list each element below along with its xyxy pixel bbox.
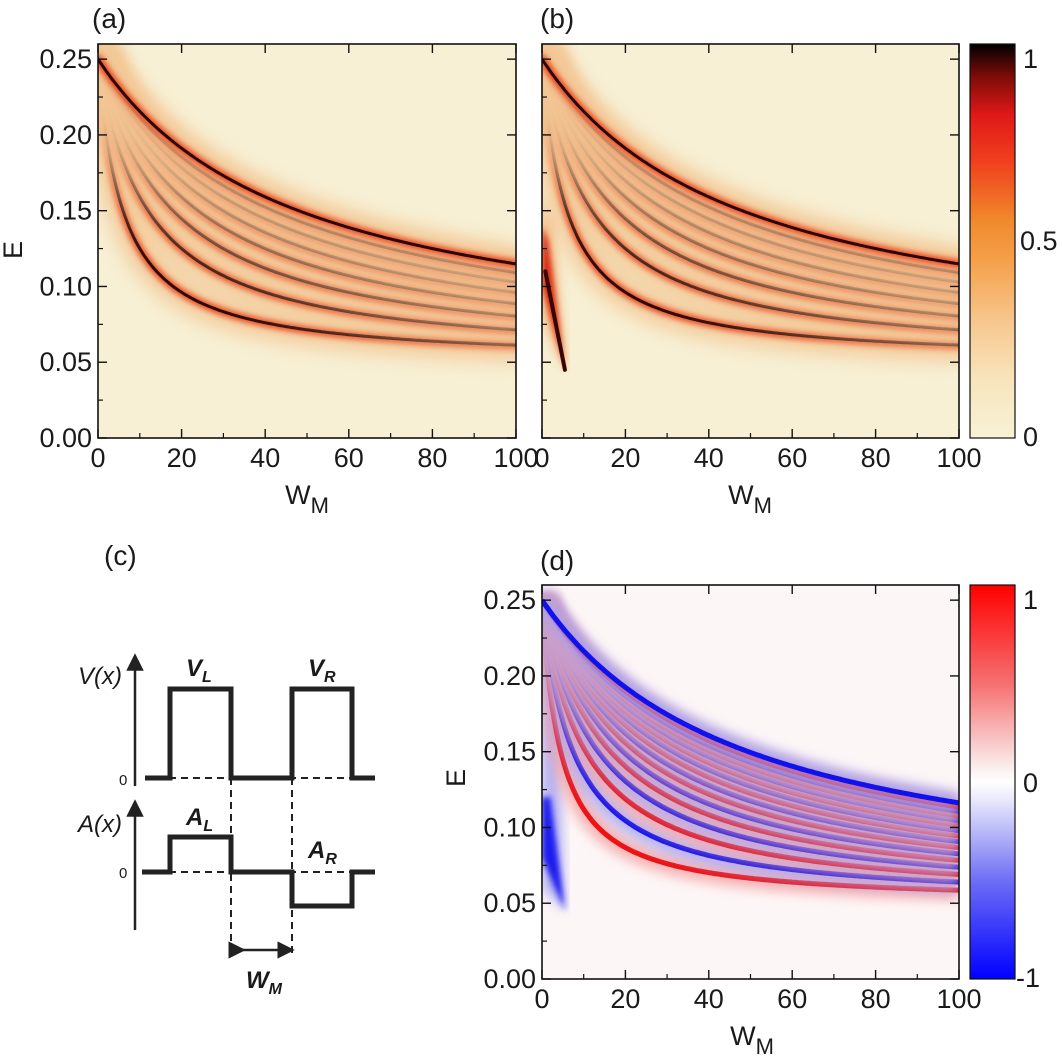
x-tick-label: 80 bbox=[861, 984, 891, 1014]
panel-c-label: (c) bbox=[104, 540, 137, 571]
x-tick-label: 40 bbox=[250, 443, 280, 473]
x-tick-label: 40 bbox=[694, 984, 724, 1014]
y-tick-label: 0.05 bbox=[483, 888, 536, 918]
ridge-core-1 bbox=[98, 57, 516, 347]
a-axis-label: A(x) bbox=[76, 811, 122, 838]
x-tick-label: 100 bbox=[936, 984, 981, 1014]
wedge-tip bbox=[543, 269, 567, 372]
y-tick-label: 0.10 bbox=[39, 271, 92, 301]
x-tick-label: 40 bbox=[694, 443, 724, 473]
colorbar-div-tick-0: 0 bbox=[1023, 768, 1038, 798]
a-right-label: AR bbox=[307, 837, 337, 868]
panel-a-ridges bbox=[98, 44, 516, 363]
ridge-d-16 bbox=[542, 598, 959, 806]
panel-b: 0 20 40 60 80 100 (b) WM 1 0.5 0 bbox=[534, 3, 1057, 518]
panel-a-ticks: 0 20 40 60 80 100 0.00 0.05 0.10 0.15 0.20 0.25 bbox=[39, 44, 539, 473]
v-axis-label: V(x) bbox=[78, 663, 122, 690]
colorbar-heat-tick-0: 0 bbox=[1023, 422, 1038, 452]
panel-a-xlabel: WM bbox=[285, 480, 329, 518]
panel-c-schematic: (c) V(x) 0 VL VR A(x) 0 AL AR WM bbox=[76, 540, 375, 998]
panel-d-ticks: 0 20 40 60 80 100 0.00 0.05 0.10 0.15 0.20 0.25 bbox=[483, 585, 982, 1014]
x-tick-label: 80 bbox=[417, 443, 447, 473]
a-vector-potential-profile bbox=[142, 834, 375, 909]
y-tick-label: 0.15 bbox=[483, 737, 536, 767]
wedge-core-d bbox=[542, 797, 565, 911]
colorbar-div-tick-1: 1 bbox=[1023, 585, 1038, 615]
x-tick-label: 20 bbox=[610, 443, 640, 473]
ridge-core-8 bbox=[98, 57, 516, 266]
y-tick-label: 0.20 bbox=[483, 661, 536, 691]
y-tick-label: 0.00 bbox=[483, 964, 536, 994]
y-tick-label: 0.20 bbox=[39, 120, 92, 150]
colorbar-heat bbox=[969, 43, 1016, 439]
y-tick-label: 0.00 bbox=[39, 423, 92, 453]
panel-a: 0 20 40 60 80 100 0.00 0.05 0.10 0.15 0.20 0.25 (a)… bbox=[0, 3, 539, 518]
v-right-label: VR bbox=[308, 655, 336, 686]
a-zero-label: 0 bbox=[119, 865, 127, 882]
x-tick-label: 80 bbox=[861, 443, 891, 473]
panel-d-label: (d) bbox=[540, 545, 574, 576]
panel-d-ylabel: E bbox=[441, 769, 471, 787]
panel-b-ridges bbox=[542, 44, 959, 372]
panel-d-ridges bbox=[542, 594, 959, 911]
x-tick-label: 20 bbox=[610, 984, 640, 1014]
panel-d-xlabel: WM bbox=[730, 1021, 774, 1059]
colorbar-heat-tick-05: 0.5 bbox=[1020, 226, 1058, 256]
y-tick-label: 0.15 bbox=[39, 196, 92, 226]
panel-b-ticks: 0 20 40 60 80 100 bbox=[534, 44, 982, 473]
x-tick-label: 60 bbox=[777, 984, 807, 1014]
v-potential-profile bbox=[145, 686, 375, 781]
panel-a-ylabel: E bbox=[0, 241, 28, 259]
y-tick-label: 0.25 bbox=[39, 44, 92, 74]
v-left-label: VL bbox=[186, 655, 212, 686]
panel-a-label: (a) bbox=[92, 3, 126, 34]
y-tick-label: 0.05 bbox=[39, 347, 92, 377]
x-tick-label: 60 bbox=[334, 443, 364, 473]
x-tick-label: 0 bbox=[90, 443, 105, 473]
ridge-core-1 bbox=[542, 57, 959, 347]
x-tick-label: 0 bbox=[534, 984, 549, 1014]
a-left-label: AL bbox=[185, 804, 213, 835]
x-tick-label: 100 bbox=[936, 443, 981, 473]
panel-d: 0 20 40 60 80 100 0.00 0.05 0.10 0.15 0.20 0.25 (d)… bbox=[441, 545, 1040, 1059]
x-tick-label: 60 bbox=[777, 443, 807, 473]
panel-b-label: (b) bbox=[540, 3, 574, 34]
colorbar-diverging bbox=[969, 584, 1016, 980]
v-zero-label: 0 bbox=[119, 772, 127, 789]
width-label: WM bbox=[246, 967, 283, 998]
x-tick-label: 20 bbox=[167, 443, 197, 473]
x-tick-label: 100 bbox=[493, 443, 538, 473]
ridge-core-8 bbox=[542, 57, 959, 266]
colorbar-heat-tick-1: 1 bbox=[1023, 44, 1038, 74]
panel-b-xlabel: WM bbox=[728, 480, 772, 518]
colorbar-div-tick-m1: -1 bbox=[1016, 963, 1040, 993]
x-tick-label: 0 bbox=[534, 443, 549, 473]
y-tick-label: 0.10 bbox=[483, 812, 536, 842]
y-tick-label: 0.25 bbox=[483, 585, 536, 615]
